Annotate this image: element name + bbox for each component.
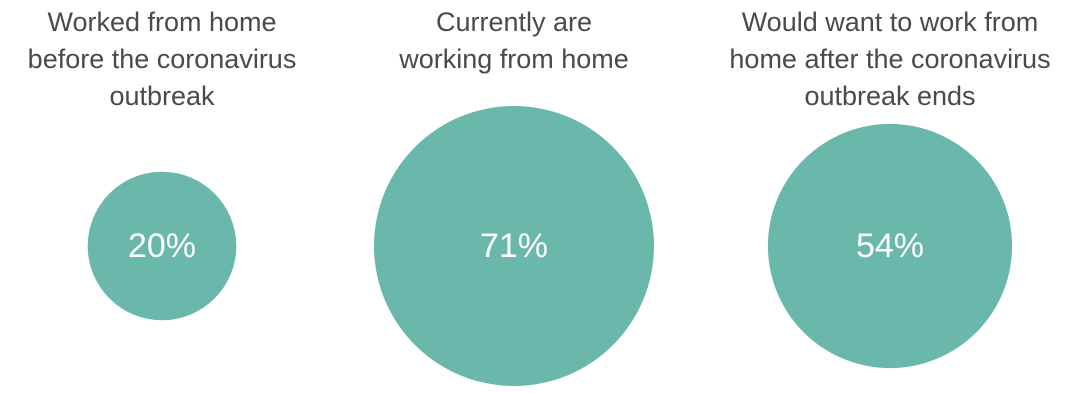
bubble-value-label-2: 71% <box>480 227 548 265</box>
category-label-3: Would want to work from home after the c… <box>729 7 1051 111</box>
bubble-2 <box>374 106 654 386</box>
bubble-value-label-1: 20% <box>128 227 196 265</box>
category-label-1: Worked from home before the coronavirus … <box>27 7 297 111</box>
bubble-value-label-3: 54% <box>856 227 924 265</box>
category-label-2: Currently are working from home <box>399 7 629 74</box>
bubble-1 <box>87 171 237 321</box>
bubble-3 <box>767 123 1013 369</box>
